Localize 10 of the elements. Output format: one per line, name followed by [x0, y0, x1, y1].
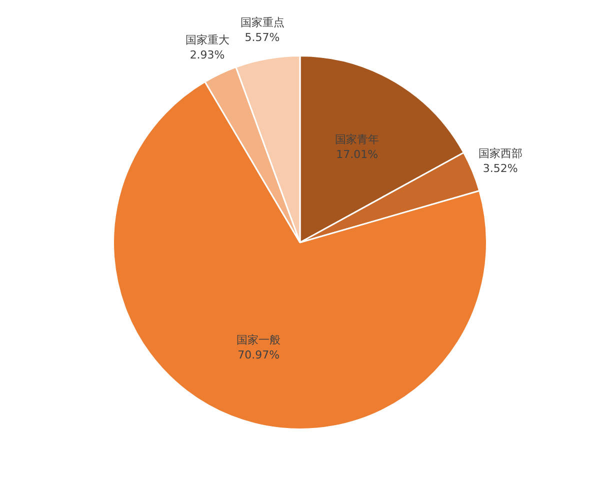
data-label: 70.97%: [238, 348, 280, 362]
data-label: 2.93%: [190, 48, 225, 62]
slice-label: 国家青年: [335, 133, 380, 146]
slice-label: 国家西部: [478, 146, 522, 160]
slice-label: 国家重大: [185, 34, 230, 47]
slice-label: 国家一般: [236, 334, 281, 347]
slice-label: 国家重点: [240, 16, 284, 30]
data-label: 3.52%: [482, 162, 518, 175]
data-label: 17.01%: [336, 148, 378, 162]
data-label: 5.57%: [244, 31, 280, 44]
